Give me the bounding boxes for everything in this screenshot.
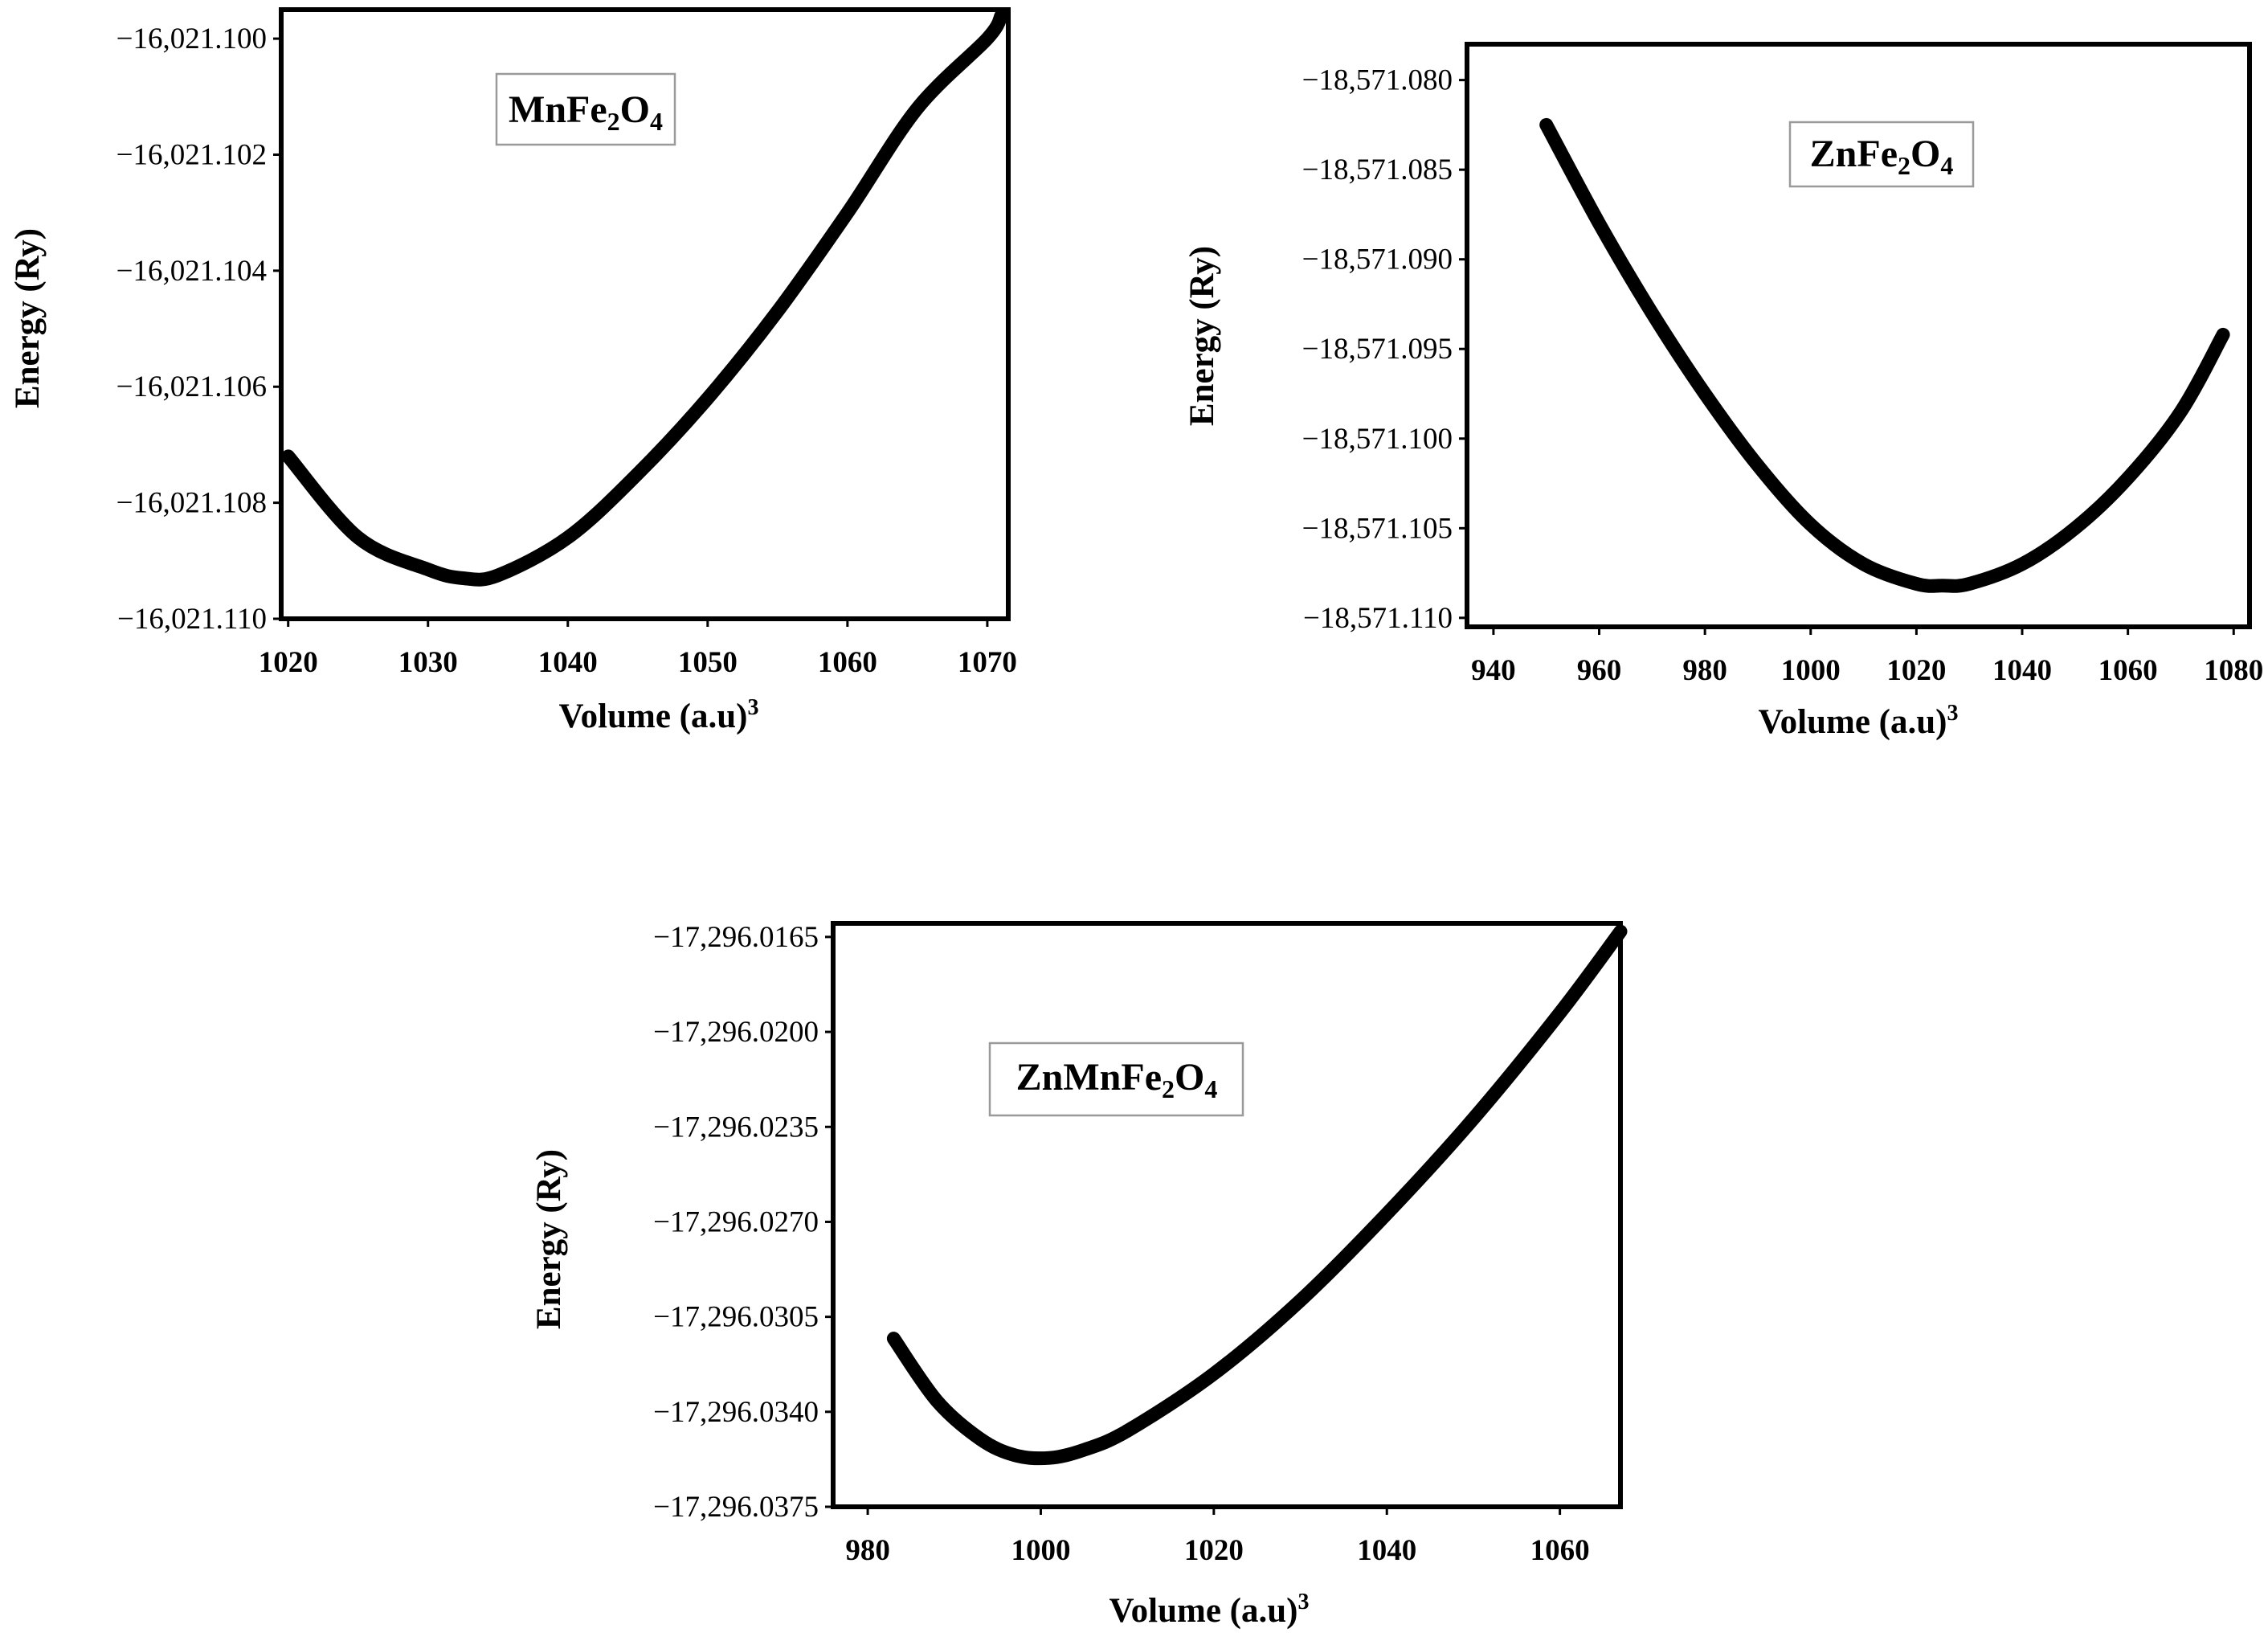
y-axis-title: Energy (Ry) [9, 228, 47, 408]
y-tick-label: −18,571.095 [1302, 333, 1453, 366]
x-tick-label: 1020 [1184, 1534, 1244, 1567]
x-tick-label: 1000 [1781, 654, 1841, 687]
panel-znfe2o4: Energy (Ry) Volume (a.u)3 ZnFe2O4 −18,57… [1183, 42, 2263, 741]
series-line-ZnMnFe2O4 [886, 924, 1628, 1466]
y-tick-label: −18,571.110 [1303, 602, 1453, 635]
x-tick-label: 1040 [1357, 1534, 1416, 1567]
y-tick-label: −18,571.085 [1302, 153, 1453, 186]
y-tick-label: −17,296.0200 [653, 1016, 819, 1049]
plot-frame [831, 921, 1623, 1509]
y-tick-label: −16,021.102 [116, 138, 267, 171]
panel-znmnfe2o4: Energy (Ry) Volume (a.u)3 ZnMnFe2O4 −17,… [530, 921, 1628, 1630]
x-axis-title: Volume (a.u)3 [1759, 701, 1959, 741]
x-tick-label: 1060 [1530, 1534, 1590, 1567]
y-tick-label: −17,296.0375 [653, 1491, 819, 1524]
x-tick-label: 1060 [818, 646, 877, 679]
x-tick-label: 1040 [1992, 654, 2052, 687]
y-tick-label: −16,021.100 [116, 23, 267, 55]
legend-box [988, 1041, 1244, 1117]
y-tick-label: −17,296.0340 [653, 1396, 819, 1429]
legend-label: MnFe2O4 [509, 88, 663, 136]
legend-label: ZnMnFe2O4 [1016, 1056, 1218, 1103]
x-tick-label: 1020 [259, 646, 318, 679]
x-axis-title: Volume (a.u)3 [559, 695, 759, 735]
y-tick-label: −17,296.0270 [653, 1205, 819, 1238]
legend: ZnMnFe2O4 [988, 1041, 1244, 1117]
x-tick-label: 1030 [398, 646, 458, 679]
y-tick-label: −18,571.090 [1302, 243, 1453, 276]
x-tick-label: 1080 [2204, 654, 2263, 687]
series-line-MnFe2O4 [281, 8, 1008, 587]
panel-mnfe2o4: Energy (Ry) Volume (a.u)3 MnFe2O4 −16,02… [9, 7, 1017, 735]
series-line-ZnFe2O4 [1539, 117, 2230, 593]
x-tick-label: 1050 [678, 646, 738, 679]
legend: MnFe2O4 [495, 72, 676, 146]
x-tick-label: 1000 [1011, 1534, 1070, 1567]
x-tick-label: 980 [1682, 654, 1727, 687]
y-axis-title: Energy (Ry) [530, 1149, 568, 1329]
legend: ZnFe2O4 [1788, 121, 1975, 188]
x-tick-label: 980 [845, 1534, 890, 1567]
y-axis-title: Energy (Ry) [1183, 246, 1221, 426]
legend-label: ZnFe2O4 [1810, 133, 1954, 180]
x-tick-label: 940 [1471, 654, 1516, 687]
y-tick-label: −18,571.105 [1302, 512, 1453, 545]
y-tick-label: −17,296.0235 [653, 1111, 819, 1144]
y-tick-label: −18,571.080 [1302, 64, 1453, 97]
y-tick-label: −17,296.0305 [653, 1301, 819, 1334]
y-tick-label: −16,021.110 [117, 603, 267, 636]
plot-frame [279, 7, 1011, 621]
x-tick-label: 1060 [2098, 654, 2158, 687]
y-tick-label: −17,296.0165 [653, 921, 819, 954]
legend-box [495, 72, 676, 146]
x-tick-label: 1070 [958, 646, 1017, 679]
y-tick-label: −18,571.100 [1302, 423, 1453, 456]
y-tick-label: −16,021.104 [116, 255, 267, 288]
y-tick-label: −16,021.108 [116, 487, 267, 520]
x-tick-label: 1040 [538, 646, 598, 679]
x-tick-label: 1020 [1886, 654, 1946, 687]
y-tick-label: −16,021.106 [116, 370, 267, 403]
x-tick-label: 960 [1577, 654, 1622, 687]
x-axis-title: Volume (a.u)3 [1109, 1590, 1310, 1630]
plot-frame [1465, 42, 2252, 629]
legend-box [1788, 121, 1975, 188]
